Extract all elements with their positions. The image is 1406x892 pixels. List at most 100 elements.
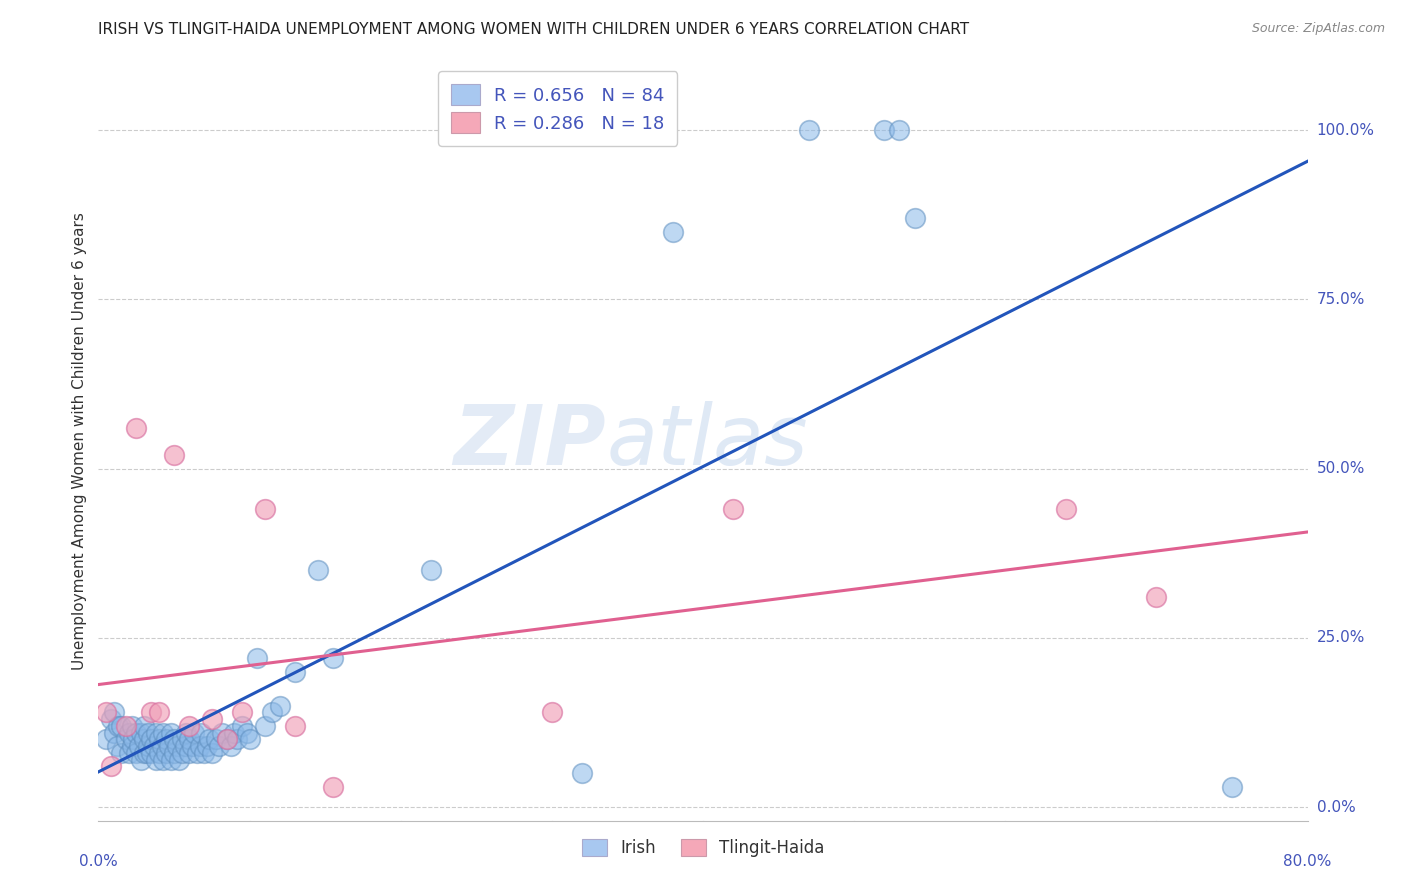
Point <box>114 732 136 747</box>
Point <box>125 725 148 739</box>
Point <box>889 123 911 137</box>
Point <box>215 732 238 747</box>
Point <box>141 746 163 760</box>
Point <box>166 739 188 754</box>
Point <box>141 732 163 747</box>
Point <box>284 665 307 679</box>
Point <box>1220 780 1243 794</box>
Point <box>163 732 186 747</box>
Point <box>132 746 155 760</box>
Point <box>262 706 284 720</box>
Point <box>183 725 205 739</box>
Text: Source: ZipAtlas.com: Source: ZipAtlas.com <box>1251 22 1385 36</box>
Point <box>723 502 745 516</box>
Point <box>163 448 186 462</box>
Point <box>135 746 157 760</box>
Point <box>136 739 159 754</box>
Point <box>105 739 128 754</box>
Point <box>797 123 820 137</box>
Point <box>148 732 170 747</box>
Point <box>179 719 201 733</box>
Text: 75.0%: 75.0% <box>1316 292 1365 307</box>
Point <box>148 746 170 760</box>
Point <box>540 706 562 720</box>
Point <box>103 725 125 739</box>
Text: 100.0%: 100.0% <box>1316 122 1375 137</box>
Point <box>1054 502 1077 516</box>
Point <box>179 746 201 760</box>
Point <box>94 706 117 720</box>
Point <box>145 753 167 767</box>
Point <box>132 719 155 733</box>
Point <box>269 698 291 713</box>
Point <box>1144 591 1167 605</box>
Point <box>211 725 233 739</box>
Point <box>132 732 155 747</box>
Text: 0.0%: 0.0% <box>1316 799 1355 814</box>
Point <box>141 706 163 720</box>
Point <box>197 732 219 747</box>
Point <box>307 563 329 577</box>
Point <box>201 746 224 760</box>
Point <box>231 719 253 733</box>
Point <box>155 732 177 747</box>
Point <box>246 651 269 665</box>
Point <box>110 746 132 760</box>
Point <box>152 725 174 739</box>
Point <box>128 739 150 754</box>
Point <box>201 712 224 726</box>
Point <box>160 725 183 739</box>
Point <box>181 739 204 754</box>
Point <box>170 746 193 760</box>
Point <box>148 706 170 720</box>
Point <box>179 732 201 747</box>
Point <box>152 753 174 767</box>
Point <box>121 739 143 754</box>
Point <box>145 725 167 739</box>
Point <box>173 739 195 754</box>
Text: 80.0%: 80.0% <box>1284 855 1331 870</box>
Point <box>239 732 262 747</box>
Point <box>174 725 197 739</box>
Point <box>231 706 253 720</box>
Point <box>221 739 243 754</box>
Point <box>129 725 152 739</box>
Point <box>235 725 257 739</box>
Text: ZIP: ZIP <box>454 401 606 482</box>
Point <box>155 746 177 760</box>
Point <box>224 725 246 739</box>
Point <box>571 766 593 780</box>
Point <box>322 651 344 665</box>
Point <box>253 719 276 733</box>
Point <box>100 759 122 773</box>
Point <box>253 502 276 516</box>
Point <box>100 712 122 726</box>
Point <box>114 719 136 733</box>
Text: atlas: atlas <box>606 401 808 482</box>
Point <box>136 725 159 739</box>
Point <box>121 719 143 733</box>
Point <box>284 719 307 733</box>
Point <box>188 739 211 754</box>
Point <box>122 732 145 747</box>
Text: 25.0%: 25.0% <box>1316 631 1365 645</box>
Point <box>170 732 193 747</box>
Point <box>129 753 152 767</box>
Point <box>118 725 141 739</box>
Point <box>205 732 228 747</box>
Point <box>208 739 231 754</box>
Point <box>215 732 238 747</box>
Point <box>125 746 148 760</box>
Text: 50.0%: 50.0% <box>1316 461 1365 476</box>
Point <box>226 732 249 747</box>
Point <box>193 746 215 760</box>
Point <box>186 746 208 760</box>
Point <box>107 719 129 733</box>
Text: IRISH VS TLINGIT-HAIDA UNEMPLOYMENT AMONG WOMEN WITH CHILDREN UNDER 6 YEARS CORR: IRISH VS TLINGIT-HAIDA UNEMPLOYMENT AMON… <box>98 22 970 37</box>
Point <box>94 732 117 747</box>
Point <box>195 739 218 754</box>
Point <box>110 719 132 733</box>
Point <box>190 725 212 739</box>
Point <box>143 739 166 754</box>
Point <box>163 746 186 760</box>
